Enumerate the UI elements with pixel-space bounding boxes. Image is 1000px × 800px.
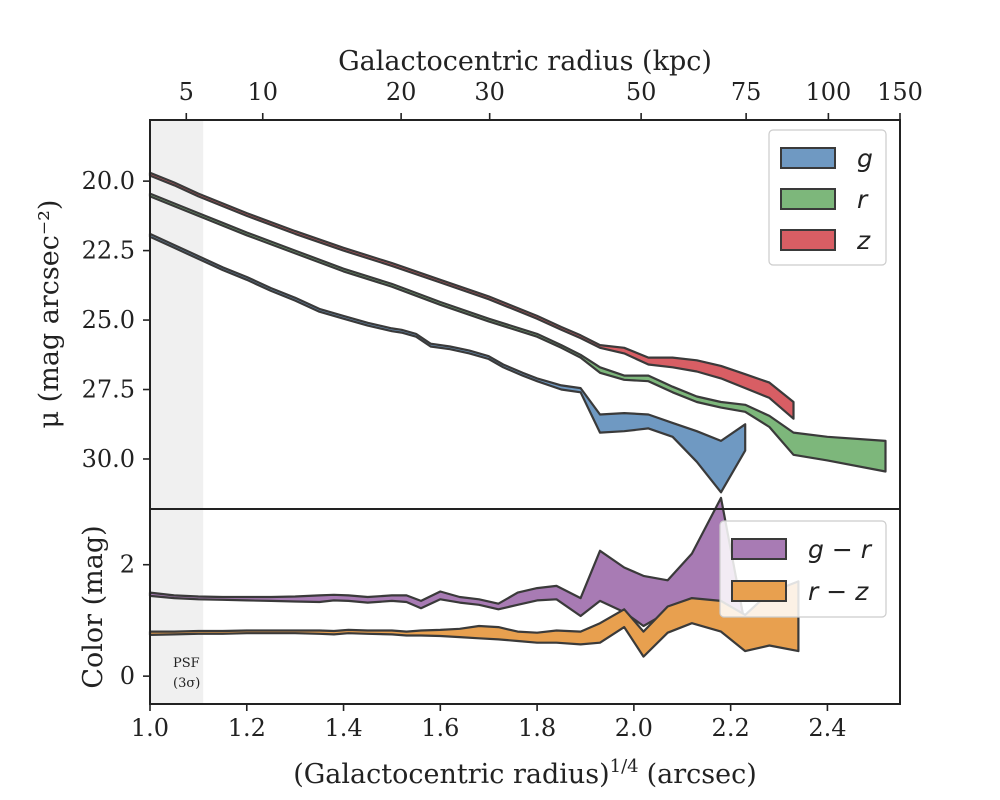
band-r-minus-z <box>148 580 800 658</box>
x-tick-label: 1.0 <box>131 714 169 742</box>
band-g <box>148 232 747 494</box>
legend-label-r-minus-z: r − z <box>808 577 869 606</box>
x-axis-title-suffix: (arcsec) <box>647 759 757 790</box>
x-tick-label: 2.4 <box>808 714 846 742</box>
x-axis-title-superscript: 1/4 <box>610 756 639 777</box>
surface-brightness-bands <box>148 171 887 494</box>
axis-ticks <box>143 113 901 711</box>
top-x-tick-label: 75 <box>731 78 762 106</box>
lower-legend: g − r r − z <box>719 520 887 618</box>
lower-y-tick-label: 0 <box>120 662 135 690</box>
lower-panel-frame <box>149 508 901 705</box>
x-tick-label: 2.0 <box>615 714 653 742</box>
upper-y-axis-title: μ (mag arcsec⁻²) <box>34 200 65 429</box>
top-x-tick-label: 100 <box>805 78 851 106</box>
upper-y-tick-label: 22.5 <box>82 237 135 265</box>
top-x-tick-label: 5 <box>179 78 194 106</box>
upper-legend: grz <box>768 129 887 266</box>
x-tick-label: 1.2 <box>228 714 266 742</box>
legend-swatch-z <box>780 229 836 251</box>
upper-y-tick-label: 20.0 <box>82 167 135 195</box>
legend-swatch-r-minus-z <box>731 580 787 602</box>
legend-swatch-g <box>780 147 836 169</box>
lower-y-axis-title: Color (mag) <box>78 525 109 688</box>
x-tick-label: 1.8 <box>518 714 556 742</box>
lower-y-tick-label: 2 <box>120 551 135 579</box>
legend-label-g-minus-r: g − r <box>808 535 873 564</box>
legend-swatch-g-minus-r <box>731 538 787 560</box>
legend-label-r: r <box>857 185 869 214</box>
top-x-tick-label: 50 <box>626 78 657 106</box>
top-x-tick-label: 30 <box>474 78 505 106</box>
legend-swatch-r <box>780 188 836 210</box>
x-tick-label: 1.4 <box>324 714 362 742</box>
legend-label-z: z <box>856 226 871 255</box>
psf-region <box>150 509 204 704</box>
upper-y-tick-label: 25.0 <box>82 306 135 334</box>
band-z <box>148 171 795 420</box>
top-x-tick-label: 10 <box>247 78 278 106</box>
color-bands <box>148 496 800 658</box>
top-x-tick-label: 20 <box>386 78 417 106</box>
legend-label-g: g <box>857 144 873 173</box>
band-r <box>148 192 887 473</box>
psf-label: PSF <box>173 656 200 671</box>
top-x-tick-label: 150 <box>877 78 923 106</box>
x-axis-title-main: (Galactocentric radius) <box>293 759 609 790</box>
x-tick-label: 1.6 <box>421 714 459 742</box>
x-axis-title: (Galactocentric radius)1/4 (arcsec) <box>293 756 757 790</box>
top-axis-title: Galactocentric radius (kpc) <box>338 46 712 77</box>
upper-y-tick-label: 27.5 <box>82 376 135 404</box>
psf-sublabel: (3σ) <box>173 676 200 691</box>
upper-y-tick-label: 30.0 <box>82 445 135 473</box>
x-tick-label: 2.2 <box>712 714 750 742</box>
